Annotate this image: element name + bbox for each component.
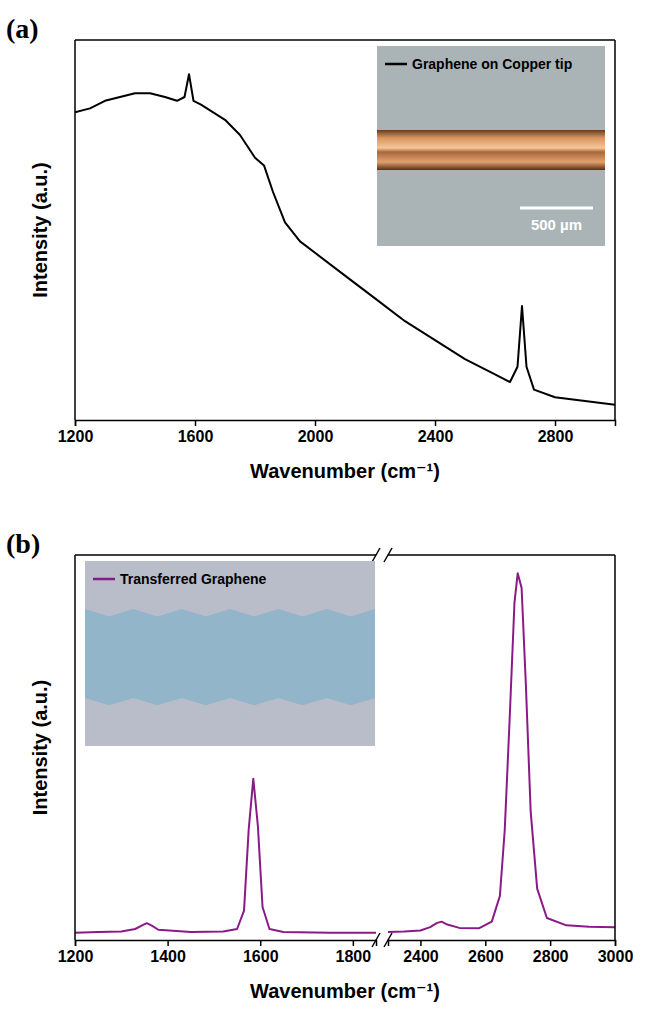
x-tick-mark xyxy=(615,940,617,946)
x-axis-line xyxy=(76,941,377,947)
x-tick-mark xyxy=(75,940,77,946)
x-tick: 1200 xyxy=(58,940,94,965)
axis-break-mark xyxy=(384,933,392,947)
x-tick-mark xyxy=(420,940,422,946)
panel: 1200 1600 2000 2400 2800 Wavenumber (cm⁻¹) Int… xyxy=(6,13,616,482)
legend-swatch xyxy=(385,63,407,66)
x-tick: 2800 xyxy=(533,940,569,965)
x-tick-label: 2000 xyxy=(298,428,334,445)
inset-photo xyxy=(377,46,605,246)
x-axis: 2400 2600 2800 3000 xyxy=(389,940,634,965)
x-axis-title: Wavenumber (cm⁻¹) xyxy=(250,980,440,1002)
x-tick-mark xyxy=(555,420,557,426)
axis-break-mark xyxy=(372,548,380,562)
y-axis-title: Intensity (a.u.) xyxy=(29,162,51,298)
x-tick: 2400 xyxy=(418,420,454,445)
inset-photo xyxy=(85,561,375,746)
x-tick-label: 2600 xyxy=(468,948,504,965)
x-axis: 1200 1400 1600 1800 xyxy=(58,940,377,965)
legend-label: Transferred Graphene xyxy=(120,571,266,587)
panel-label: (a) xyxy=(6,13,39,44)
x-tick-label: 3000 xyxy=(598,948,634,965)
x-tick: 2400 xyxy=(403,940,439,965)
x-tick-mark xyxy=(75,420,77,426)
x-tick: 1800 xyxy=(336,940,372,965)
frame-top xyxy=(388,554,615,556)
x-tick: 1600 xyxy=(243,940,279,965)
x-tick: 1400 xyxy=(150,940,186,965)
x-axis: 1200 1600 2000 2400 2800 xyxy=(58,420,616,445)
spectrum-line xyxy=(75,779,376,933)
x-axis-line xyxy=(389,941,616,947)
x-tick: 2000 xyxy=(298,420,334,445)
x-tick-label: 2400 xyxy=(403,948,439,965)
inset: Graphene on Copper tip 500 µm xyxy=(377,46,605,246)
x-tick-mark xyxy=(485,940,487,946)
x-tick-label: 1600 xyxy=(178,428,214,445)
x-tick-mark xyxy=(195,420,197,426)
inset-wire xyxy=(377,130,605,170)
x-tick: 2600 xyxy=(468,940,504,965)
spectrum-line xyxy=(388,573,615,932)
legend-swatch xyxy=(93,578,115,581)
x-tick-label: 1400 xyxy=(150,948,186,965)
y-axis-line xyxy=(74,555,76,940)
x-tick-label: 2400 xyxy=(418,428,454,445)
figure: 1200 1600 2000 2400 2800 Wavenumber (cm⁻¹) Int… xyxy=(0,0,650,1026)
frame-top xyxy=(75,554,376,556)
x-tick-mark xyxy=(167,940,169,946)
y-axis-title: Intensity (a.u.) xyxy=(29,680,51,816)
x-tick-label: 1200 xyxy=(58,948,94,965)
frame-right xyxy=(614,40,616,420)
axis-break-mark xyxy=(384,548,392,562)
x-tick-label: 1800 xyxy=(336,948,372,965)
axis-break-mark xyxy=(372,933,380,947)
x-tick-mark xyxy=(260,940,262,946)
x-tick: 3000 xyxy=(598,940,634,965)
panel-label: (b) xyxy=(6,528,40,559)
inset-sheet xyxy=(85,609,375,705)
scale-bar xyxy=(520,207,593,210)
x-tick-label: 1600 xyxy=(243,948,279,965)
x-tick-label: 1200 xyxy=(58,428,94,445)
inset: Transferred Graphene xyxy=(85,561,375,746)
frame-right xyxy=(614,555,616,940)
legend-label: Graphene on Copper tip xyxy=(412,56,572,72)
x-axis-title: Wavenumber (cm⁻¹) xyxy=(250,460,440,482)
x-tick-label: 2800 xyxy=(533,948,569,965)
x-tick-mark xyxy=(315,420,317,426)
plot-area xyxy=(75,573,615,932)
x-tick-label: 2800 xyxy=(538,428,574,445)
frame-top xyxy=(75,39,615,41)
x-tick: 2800 xyxy=(538,420,574,445)
x-tick: 1200 xyxy=(58,420,94,445)
x-axis-line xyxy=(76,421,616,427)
x-tick-mark xyxy=(550,940,552,946)
y-axis-line xyxy=(74,40,76,420)
chart-root: 1200 1600 2000 2400 2800 Wavenumber (cm⁻¹) Int… xyxy=(0,0,650,1026)
panel: 1200 1400 1600 1800 2400 2600 2800 3000 Wavenumb… xyxy=(6,528,633,1002)
scale-bar-label: 500 µm xyxy=(531,216,582,233)
x-tick: 1600 xyxy=(178,420,214,445)
x-tick-mark xyxy=(353,940,355,946)
x-tick-mark xyxy=(435,420,437,426)
